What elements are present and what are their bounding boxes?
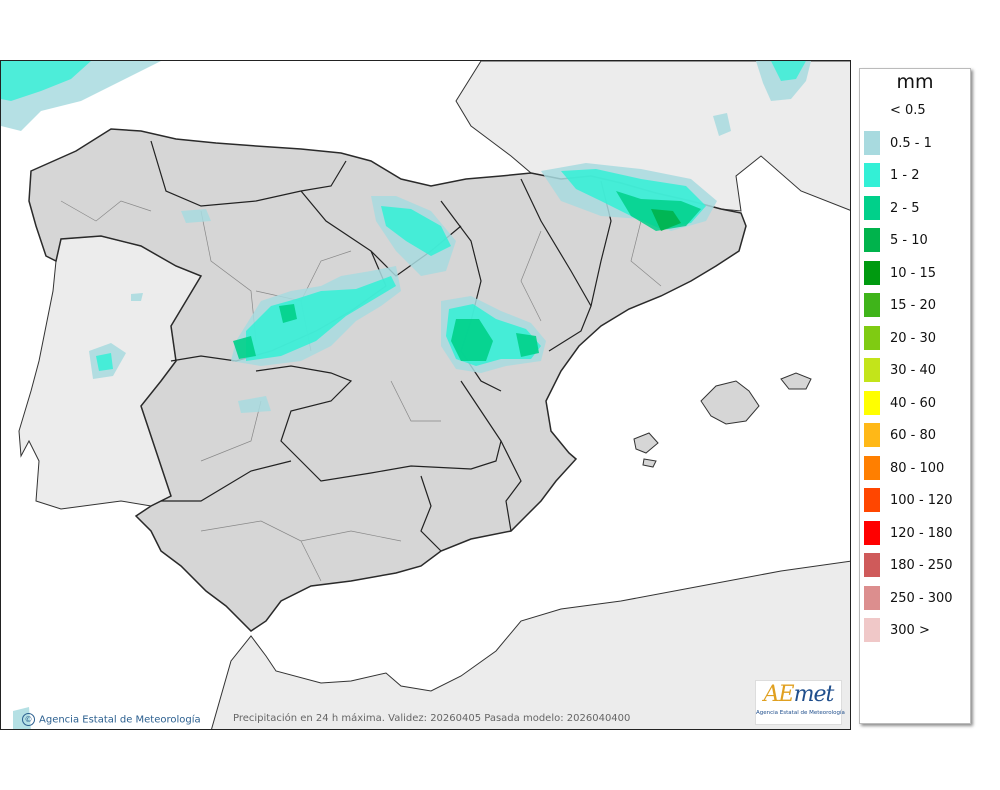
legend-label: 15 - 20: [890, 298, 937, 313]
legend-item: 1 - 2: [864, 163, 970, 187]
legend-item: 180 - 250: [864, 553, 970, 577]
credit-text: Agencia Estatal de Meteorología: [39, 714, 201, 726]
legend-label: 180 - 250: [890, 558, 953, 573]
map-canvas: [1, 61, 850, 729]
legend-label: 1 - 2: [890, 168, 920, 183]
map-caption: Precipitación en 24 h máxima. Validez: 2…: [233, 713, 631, 724]
precipitation-map: [0, 60, 851, 730]
legend-swatch: [864, 130, 880, 155]
ibiza-island: [633, 432, 659, 454]
legend-title: mm: [896, 71, 934, 93]
legend-swatch: [864, 358, 880, 382]
legend-swatch: [864, 390, 880, 415]
legend-label: 60 - 80: [890, 428, 937, 443]
formentera-island: [642, 458, 657, 468]
legend-label: 20 - 30: [890, 330, 937, 346]
legend-item: 60 - 80: [864, 423, 970, 447]
menorca-island: [780, 372, 812, 390]
legend-item: 10 - 15: [864, 260, 970, 285]
legend-label: 80 - 100: [890, 460, 945, 476]
legend-label: 0.5 - 1: [890, 135, 932, 151]
legend-item: 120 - 180: [864, 520, 970, 545]
legend-label: 2 - 5: [890, 200, 920, 216]
legend-swatch: [864, 293, 880, 317]
legend-swatch: [864, 228, 880, 252]
aemet-logo-mark: AEmet: [763, 682, 835, 707]
legend-swatch: [864, 455, 880, 480]
legend-item: 40 - 60: [864, 390, 970, 415]
aemet-logo: AEmet Agencia Estatal de Meteorología: [755, 680, 845, 725]
copyright-icon: ©: [22, 713, 35, 726]
precipitation-legend: mm < 0.5 0.5 - 1 1 - 2 2 - 5 5 - 10 10 - 15 15…: [859, 68, 971, 724]
precipitation-areas: [1, 61, 811, 729]
legend-swatch: [864, 423, 880, 447]
legend-swatch: [864, 260, 880, 285]
mallorca-island: [700, 380, 760, 425]
aemet-logo-subtitle: Agencia Estatal de Meteorología: [756, 710, 845, 716]
legend-swatch: [864, 195, 880, 220]
legend-label: 120 - 180: [890, 525, 953, 541]
legend-swatch: [864, 618, 880, 642]
legend-label: 100 - 120: [890, 493, 953, 508]
legend-item: 2 - 5: [864, 195, 970, 220]
legend-swatch: [864, 163, 880, 187]
legend-label: 300 >: [890, 623, 930, 638]
legend-swatch: [864, 488, 880, 512]
legend-item: 15 - 20: [864, 293, 970, 317]
spain-landmass: [28, 128, 747, 632]
legend-swatch: [864, 98, 880, 122]
legend-label: 30 - 40: [890, 363, 937, 378]
legend-item: 250 - 300: [864, 585, 970, 610]
legend-swatch: [864, 520, 880, 545]
morocco-landmass: [211, 560, 850, 729]
legend-item: 30 - 40: [864, 358, 970, 382]
legend-label: 10 - 15: [890, 265, 937, 281]
legend-swatch: [864, 553, 880, 577]
legend-item: 300 >: [864, 618, 970, 642]
legend-item: < 0.5: [864, 98, 970, 122]
legend-item: 20 - 30: [864, 325, 970, 350]
legend-label: 40 - 60: [890, 395, 937, 411]
legend-label: 5 - 10: [890, 233, 928, 248]
legend-item: 100 - 120: [864, 488, 970, 512]
credit-line: © Agencia Estatal de Meteorología: [22, 713, 201, 726]
legend-swatch: [864, 585, 880, 610]
legend-swatch: [864, 325, 880, 350]
legend-item: 80 - 100: [864, 455, 970, 480]
legend-item: 5 - 10: [864, 228, 970, 252]
legend-item: 0.5 - 1: [864, 130, 970, 155]
legend-label: < 0.5: [890, 103, 926, 118]
legend-label: 250 - 300: [890, 590, 953, 606]
